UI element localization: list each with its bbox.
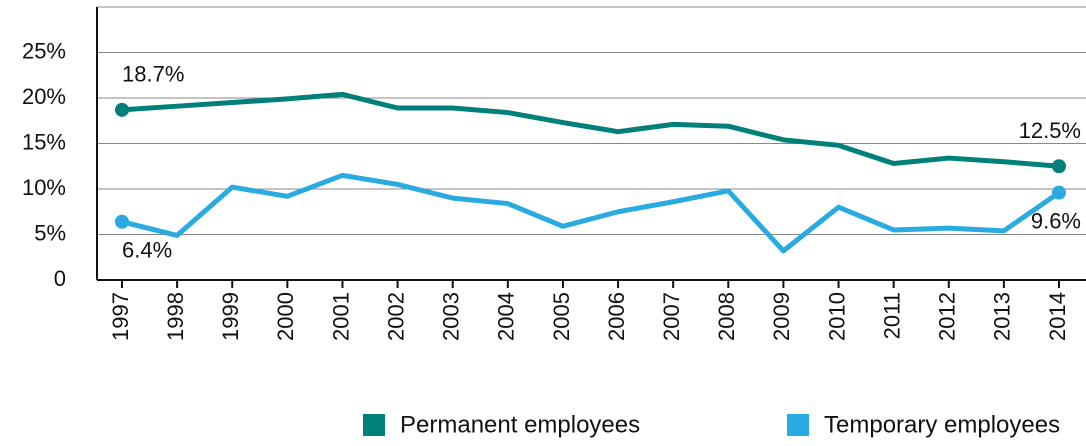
y-tick-label: 20%: [22, 84, 66, 109]
x-tick-label: 2002: [383, 292, 408, 341]
y-tick-label: 25%: [22, 38, 66, 63]
x-tick-label: 2010: [824, 292, 849, 341]
y-tick-label: 5%: [34, 220, 66, 245]
legend-swatch: [363, 414, 385, 436]
data-label: 12.5%: [1019, 118, 1081, 143]
data-label: 6.4%: [122, 238, 172, 263]
x-tick-label: 2011: [879, 292, 904, 339]
x-tick-label: 2014: [1045, 292, 1070, 341]
legend-swatch: [787, 414, 809, 436]
x-tick-label: 2007: [659, 292, 684, 341]
end-marker: [115, 102, 129, 117]
y-tick-label: 15%: [22, 129, 66, 154]
x-tick-label: 2004: [494, 292, 519, 341]
end-marker: [1052, 159, 1066, 174]
x-tick-label: 1997: [108, 292, 133, 341]
x-tick-label: 2009: [769, 292, 794, 341]
x-tick-label: 2012: [935, 292, 960, 341]
series-line: [121, 91, 1060, 169]
data-label: 18.7%: [122, 62, 184, 87]
x-tick-label: 2001: [328, 292, 353, 341]
x-tick-label: 1998: [163, 292, 188, 341]
legend-label: Temporary employees: [824, 411, 1060, 438]
y-tick-label: 10%: [22, 175, 66, 200]
x-tick-label: 2005: [549, 292, 574, 341]
x-tick-label: 2003: [439, 292, 464, 341]
y-tick-label: 0: [54, 266, 66, 291]
x-tick-label: 2000: [273, 292, 298, 341]
end-marker: [115, 214, 129, 229]
x-tick-label: 2006: [604, 292, 629, 341]
end-marker: [1052, 185, 1066, 200]
legend-label: Permanent employees: [400, 411, 640, 438]
x-tick-label: 2008: [714, 292, 739, 341]
x-tick-label: 2013: [990, 292, 1015, 341]
series-line: [121, 172, 1061, 254]
data-label: 9.6%: [1031, 208, 1081, 233]
x-tick-label: 1999: [218, 292, 243, 341]
